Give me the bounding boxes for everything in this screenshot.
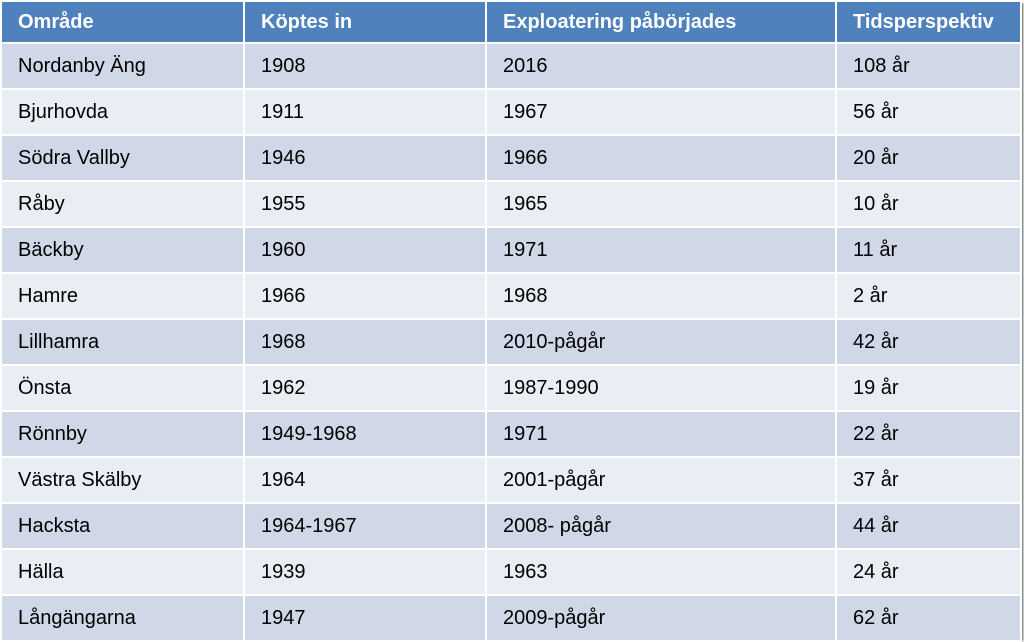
table-cell: 1968 [485,272,837,320]
table-cell: 1908 [243,42,487,90]
table-cell: 44 år [835,502,1022,550]
table-cell: 1964 [243,456,487,504]
table-cell: Södra Vallby [0,134,245,182]
table-row: Bäckby 1960 1971 11 år [0,226,1022,274]
table-cell: 1963 [485,548,837,596]
table-cell: 1967 [485,88,837,136]
table-cell: 2010-pågår [485,318,837,366]
table-row: Rönnby 1949-1968 1971 22 år [0,410,1022,458]
table-row: Bjurhovda 1911 1967 56 år [0,88,1022,136]
table-cell: 2 år [835,272,1022,320]
table-cell: 2008- pågår [485,502,837,550]
table-cell: 1971 [485,226,837,274]
table-cell: 1965 [485,180,837,228]
table-cell: 56 år [835,88,1022,136]
table-cell: Råby [0,180,245,228]
table-row: Södra Vallby 1946 1966 20 år [0,134,1022,182]
table-cell: 108 år [835,42,1022,90]
table-row: Hacksta 1964-1967 2008- pågår 44 år [0,502,1022,550]
table-cell: 1962 [243,364,487,412]
table-row: Lillhamra 1968 2010-pågår 42 år [0,318,1022,366]
table-row: Önsta 1962 1987-1990 19 år [0,364,1022,412]
table-cell: 1960 [243,226,487,274]
table-cell: Långängarna [0,594,245,642]
table-row: Hamre 1966 1968 2 år [0,272,1022,320]
table-row: Västra Skälby 1964 2001-pågår 37 år [0,456,1022,504]
column-header: Område [0,0,245,44]
table-body: Nordanby Äng 1908 2016 108 år Bjurhovda 1911 1… [0,42,1022,642]
table-cell: 11 år [835,226,1022,274]
table-cell: 1947 [243,594,487,642]
table-cell: 2001-pågår [485,456,837,504]
table-cell: 1966 [485,134,837,182]
table-row: Långängarna 1947 2009-pågår 62 år [0,594,1022,642]
table-cell: 1955 [243,180,487,228]
table-cell: 1966 [243,272,487,320]
table-cell: Hacksta [0,502,245,550]
table-cell: 2009-pågår [485,594,837,642]
table-cell: Västra Skälby [0,456,245,504]
table-cell: Önsta [0,364,245,412]
table-cell: 1911 [243,88,487,136]
table-cell: Hamre [0,272,245,320]
table-cell: 22 år [835,410,1022,458]
table-cell: 37 år [835,456,1022,504]
column-header: Köptes in [243,0,487,44]
table-cell: 1939 [243,548,487,596]
table-cell: 42 år [835,318,1022,366]
table-cell: Lillhamra [0,318,245,366]
table-cell: Nordanby Äng [0,42,245,90]
table-cell: Rönnby [0,410,245,458]
table-cell: Bäckby [0,226,245,274]
table-cell: Hälla [0,548,245,596]
table-cell: 19 år [835,364,1022,412]
table-cell: Bjurhovda [0,88,245,136]
table-cell: 1949-1968 [243,410,487,458]
table-cell: 1987-1990 [485,364,837,412]
table-cell: 1964-1967 [243,502,487,550]
table-row: Hälla 1939 1963 24 år [0,548,1022,596]
table-row: Råby 1955 1965 10 år [0,180,1022,228]
table-cell: 1968 [243,318,487,366]
table-row: Nordanby Äng 1908 2016 108 år [0,42,1022,90]
table-cell: 2016 [485,42,837,90]
table-cell: 62 år [835,594,1022,642]
table-cell: 24 år [835,548,1022,596]
table-cell: 20 år [835,134,1022,182]
column-header: Exploatering påbörjades [485,0,837,44]
table-cell: 1946 [243,134,487,182]
table-cell: 10 år [835,180,1022,228]
table-cell: 1971 [485,410,837,458]
column-header: Tidsperspektiv [835,0,1022,44]
header-row: Område Köptes in Exploatering påbörjades Ti… [0,0,1022,44]
